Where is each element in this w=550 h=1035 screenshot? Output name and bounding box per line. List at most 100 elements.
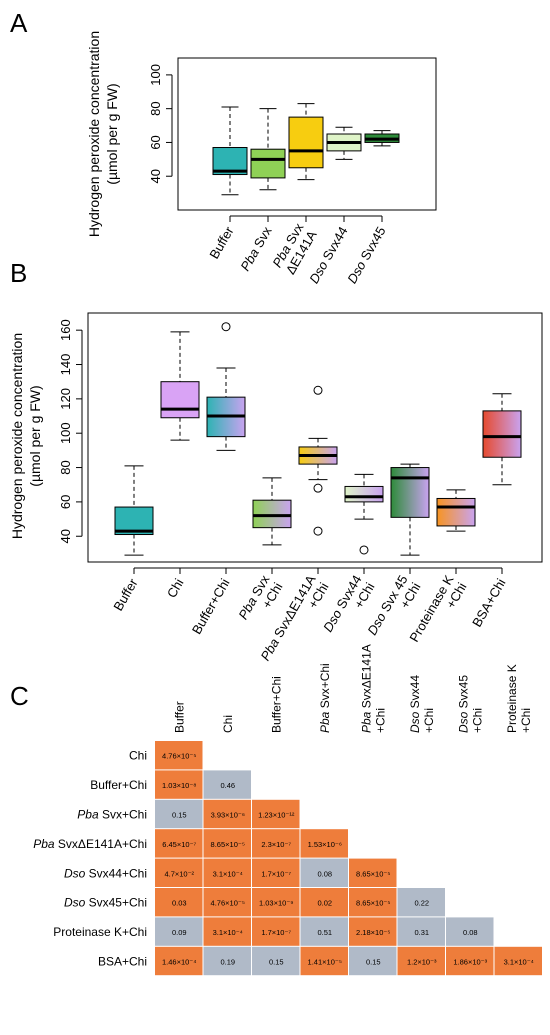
- c-column-header: Proteinase K +Chi: [505, 664, 533, 733]
- c-cell: [252, 858, 300, 887]
- c-cell: [155, 770, 203, 799]
- c-cell-value: 0.19: [220, 958, 235, 967]
- c-cell: [155, 888, 203, 917]
- b-ytick-label: 100: [58, 422, 73, 444]
- b-category-line1-text: BSA+Chi: [469, 576, 509, 630]
- c-cell: [203, 829, 251, 858]
- a-category-label: Buffer: [206, 223, 237, 261]
- c-cell-value: 1.03×10⁻⁹: [259, 899, 294, 908]
- c-cell: [446, 917, 494, 946]
- c-column-line1-text: Svx+Chi: [318, 663, 332, 711]
- c-cell-value: 0.02: [317, 899, 332, 908]
- c-column-line1: Buffer+Chi: [269, 676, 283, 733]
- c-column-line1: Proteinase K: [505, 664, 519, 733]
- a-box: [250, 148, 286, 179]
- c-column-header: Dso Svx45+Chi: [456, 675, 484, 733]
- c-cell: [300, 829, 348, 858]
- c-cell: [300, 917, 348, 946]
- c-row-label: Buffer+Chi: [90, 778, 147, 792]
- c-row-label-text: Buffer+Chi: [90, 778, 147, 792]
- c-cell-value: 1.7×10⁻⁷: [261, 869, 291, 878]
- c-row-label-italic: Dso: [64, 896, 86, 910]
- c-column-line1-italic: Dso: [456, 711, 470, 733]
- c-row-label: Pba Svx+Chi: [77, 808, 147, 822]
- a-category-line1: Buffer: [206, 223, 237, 261]
- c-cell-value: 0.15: [269, 958, 284, 967]
- c-cell-value: 1.46×10⁻⁴: [162, 958, 197, 967]
- c-cell-value: 0.46: [220, 781, 235, 790]
- c-column-line1: Dso Svx45: [456, 675, 470, 733]
- c-cell-value: 0.51: [317, 928, 332, 937]
- c-cell-value: 8.65×10⁻⁵: [356, 899, 390, 908]
- c-cell-value: 0.15: [172, 811, 187, 820]
- b-ytick-label: 140: [58, 354, 73, 376]
- b-category-line1: Buffer+Chi: [189, 576, 233, 637]
- c-column-line1: Dso Svx44: [408, 675, 422, 733]
- a-category-label: Pba Svx: [237, 224, 274, 274]
- panel-b-boxplot: Hydrogen peroxide concentration (µmol pe…: [9, 312, 543, 663]
- c-column-header: Buffer: [172, 701, 186, 733]
- c-row-label: Dso Svx44+Chi: [64, 866, 147, 880]
- b-outlier: [313, 526, 323, 536]
- c-column-header: Buffer+Chi: [269, 676, 283, 733]
- c-row-label-text: Svx44+Chi: [85, 866, 147, 880]
- c-cell: [203, 946, 251, 976]
- c-cell-value: 0.08: [317, 869, 332, 878]
- c-row-label: Proteinase K+Chi: [53, 925, 147, 939]
- c-cell: [155, 741, 203, 770]
- a-category-line1-text: Buffer: [206, 223, 237, 261]
- c-column-line1-text: Svx44: [408, 675, 422, 712]
- panel-b-plot-frame: [87, 312, 543, 563]
- c-cell: [300, 946, 348, 976]
- c-column-header: Pba SvxΔE141A+Chi: [359, 644, 387, 733]
- c-column-line1-italic: Pba: [318, 711, 332, 733]
- c-cell-value: 0.08: [463, 928, 478, 937]
- c-column-line1-text: Proteinase K: [505, 664, 519, 733]
- c-cell-value: 1.03×10⁻⁸: [162, 781, 196, 790]
- a-ytick-label: 40: [148, 169, 163, 183]
- c-cell-value: 3.1×10⁻⁴: [504, 958, 534, 967]
- c-cell: [349, 888, 397, 917]
- c-cell: [349, 917, 397, 946]
- a-box: [288, 116, 324, 169]
- b-category-label: Buffer+Chi: [189, 576, 233, 637]
- b-box: [482, 410, 522, 458]
- c-cell: [203, 799, 251, 829]
- c-column-line1-text: Buffer: [172, 701, 186, 733]
- c-cell: [203, 858, 251, 887]
- c-column-line1-text: SvxΔE141A: [359, 644, 373, 711]
- c-column-line1-text: Buffer+Chi: [269, 676, 283, 733]
- c-cell: [252, 946, 300, 976]
- a-category-line1: Dso Svx45: [344, 224, 388, 286]
- b-category-line1: Chi: [164, 576, 187, 600]
- c-cell: [155, 946, 203, 976]
- c-cell: [203, 770, 251, 799]
- c-cell-value: 4.7×10⁻²: [164, 869, 194, 878]
- c-column-line2: +Chi: [470, 708, 484, 733]
- c-row-label-text: Svx+Chi: [99, 808, 147, 822]
- c-column-line2: +Chi: [373, 708, 387, 733]
- c-column-line1: Chi: [221, 715, 235, 733]
- b-outlier: [313, 483, 323, 493]
- panel-a-letter: A: [10, 8, 28, 38]
- c-cell-value: 0.22: [414, 899, 429, 908]
- c-cell: [494, 946, 542, 976]
- b-category-label: Buffer: [110, 575, 141, 613]
- a-category-label: Dso Svx45: [344, 224, 388, 286]
- c-column-header: Dso Svx44+Chi: [408, 675, 436, 733]
- b-category-line1-text: Buffer+Chi: [189, 576, 233, 637]
- c-cell-value: 0.15: [366, 958, 381, 967]
- b-category-line1: Buffer: [110, 575, 141, 613]
- b-box: [160, 381, 200, 419]
- c-column-line1-italic: Pba: [359, 711, 373, 733]
- c-row-label: BSA+Chi: [98, 955, 147, 969]
- b-ytick-label: 160: [58, 319, 73, 341]
- c-cell-value: 1.86×10⁻³: [453, 958, 487, 967]
- c-cell: [397, 888, 445, 917]
- panel-a-ylabel: Hydrogen peroxide concentration: [86, 31, 102, 237]
- a-category-line1: Pba Svx: [237, 224, 274, 274]
- a-category-line1-text: Svx45: [356, 224, 389, 266]
- a-category-line1-text: Svx: [249, 224, 275, 254]
- b-outlier: [221, 322, 231, 332]
- c-column-line1: Buffer: [172, 701, 186, 733]
